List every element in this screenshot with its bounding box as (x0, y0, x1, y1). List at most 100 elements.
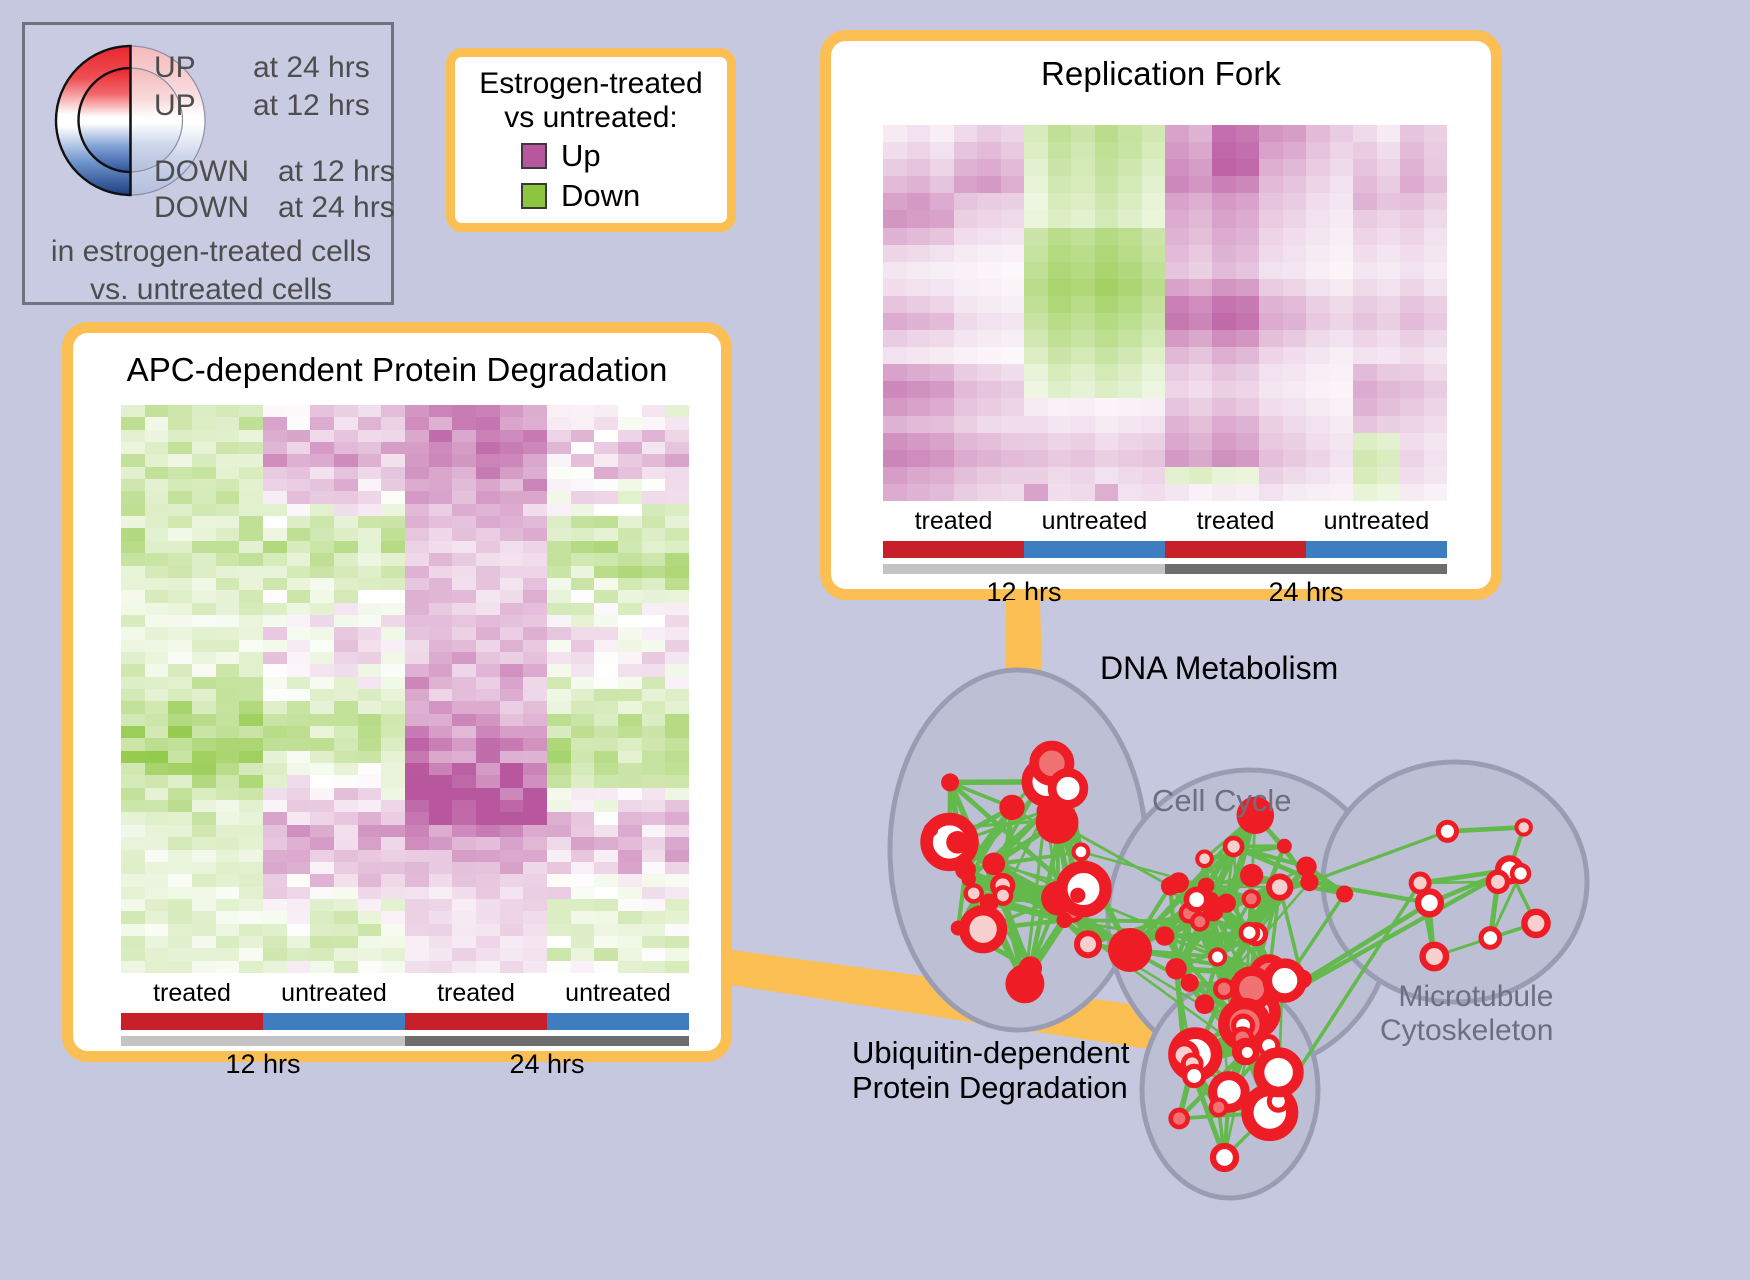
network-node (1195, 994, 1215, 1014)
key-label-up-12: UP (154, 89, 196, 123)
legend-label-down: Down (561, 178, 640, 214)
network-node (1481, 929, 1500, 948)
network-node (1070, 888, 1085, 903)
network-node (1423, 945, 1446, 968)
key-time-down-24: at 24 hrs (278, 191, 395, 225)
network-node (980, 894, 999, 913)
legend-swatch-down-icon (521, 183, 547, 209)
apc-bar-treated-12 (121, 1013, 263, 1030)
network-node (1185, 1066, 1204, 1085)
group-color-bar-replication-fork (883, 541, 1447, 558)
network-node (1240, 1045, 1255, 1060)
network-node (1241, 924, 1258, 941)
network-node (1037, 802, 1055, 820)
network-node (1155, 926, 1174, 945)
network-node (1411, 874, 1429, 892)
group-label-treated-24: treated (1165, 507, 1306, 536)
key-time-down-12: at 12 hrs (278, 155, 395, 189)
apc-time-label-12: 12 hrs (121, 1049, 405, 1080)
network-node (1019, 956, 1042, 979)
network-node (1215, 980, 1232, 997)
group-labels-apc: treated untreated treated untreated (121, 979, 689, 1008)
network-node (1168, 872, 1189, 893)
group-label-untreated-24: untreated (1306, 507, 1447, 536)
apc-bar-treated-24 (405, 1013, 547, 1030)
network-node (1488, 872, 1507, 891)
key-time-up-12: at 12 hrs (253, 89, 370, 123)
network-node (924, 822, 938, 836)
network-node (982, 853, 1005, 876)
network-node (1240, 864, 1263, 887)
group-labels-replication-fork: treated untreated treated untreated (883, 507, 1447, 536)
cluster-label-ubiquitin: Ubiquitin-dependent Protein Degradation (852, 1035, 1130, 1106)
time-label-24: 24 hrs (1165, 577, 1447, 608)
network-node (999, 795, 1024, 820)
network-node (1512, 865, 1529, 882)
network-node (1269, 876, 1290, 897)
key-label-down-24: DOWN (154, 191, 249, 225)
apc-bar-time-24 (405, 1036, 689, 1046)
network-svg (800, 620, 1750, 1280)
key-time-up-24: at 24 hrs (253, 51, 370, 85)
network-node (1524, 912, 1547, 935)
cluster-label-dna-metabolism: DNA Metabolism (1100, 650, 1338, 686)
network-node (1244, 891, 1259, 906)
time-labels-replication-fork: 12 hrs 24 hrs (883, 577, 1447, 608)
network-node (1296, 857, 1316, 877)
bar-untreated-12 (1024, 541, 1165, 558)
apc-group-label-treated-24: treated (405, 979, 547, 1008)
network-node (1074, 844, 1089, 859)
network-node (966, 885, 982, 901)
key-label-up-24: UP (154, 51, 196, 85)
network-node (1213, 1146, 1236, 1169)
network-node (1108, 928, 1152, 972)
network-node (1052, 773, 1084, 805)
apc-group-label-treated-12: treated (121, 979, 263, 1008)
bar-treated-24 (1165, 541, 1306, 558)
group-color-bar-apc (121, 1013, 689, 1030)
network-node (1225, 838, 1242, 855)
panel-title-apc: APC-dependent Protein Degradation (73, 351, 721, 389)
network-node (946, 831, 969, 854)
heatmap-apc-degradation (121, 405, 689, 973)
network-node (1277, 839, 1292, 854)
legend-label-up: Up (561, 138, 601, 174)
apc-bar-untreated-24 (547, 1013, 689, 1030)
network-node (1077, 933, 1099, 955)
apc-bar-untreated-12 (263, 1013, 405, 1030)
bar-time-24 (1165, 564, 1447, 574)
apc-time-label-24: 24 hrs (405, 1049, 689, 1080)
network-node (1197, 852, 1212, 867)
panel-apc-degradation: APC-dependent Protein Degradation treate… (62, 322, 732, 1062)
legend-box: Estrogen-treated vs untreated: Up Down (446, 48, 736, 232)
network-node (1171, 1110, 1188, 1127)
color-key-box: UP at 24 hrs UP at 12 hrs DOWN at 12 hrs… (22, 22, 394, 305)
bar-time-12 (883, 564, 1165, 574)
apc-group-label-untreated-12: untreated (263, 979, 405, 1008)
panel-title-replication-fork: Replication Fork (831, 55, 1491, 93)
legend-item-down: Down (521, 178, 727, 214)
network-node (1259, 1053, 1298, 1092)
network-node (1166, 958, 1187, 979)
key-footer-line2: vs. untreated cells (25, 273, 397, 307)
key-footer-line1: in estrogen-treated cells (25, 235, 397, 269)
network-diagram: DNA Metabolism Cell Cycle Microtubule Cy… (800, 620, 1750, 1280)
legend-title-line1: Estrogen-treated (455, 67, 727, 101)
panel-replication-fork: Replication Fork treated untreated treat… (820, 30, 1502, 600)
network-node (1438, 822, 1456, 840)
network-node (1267, 963, 1302, 998)
time-label-12: 12 hrs (883, 577, 1165, 608)
legend-title-line2: vs untreated: (455, 101, 727, 135)
group-label-treated-12: treated (883, 507, 1024, 536)
time-color-bar-apc (121, 1036, 689, 1046)
legend-item-up: Up (521, 138, 727, 174)
time-color-bar-replication-fork (883, 564, 1447, 574)
bar-untreated-24 (1306, 541, 1447, 558)
network-node (1336, 886, 1353, 903)
network-node (1210, 950, 1225, 965)
network-node (1061, 867, 1105, 911)
network-node (955, 859, 976, 880)
heatmap-replication-fork (883, 125, 1447, 501)
network-node (941, 773, 959, 791)
apc-group-label-untreated-24: untreated (547, 979, 689, 1008)
